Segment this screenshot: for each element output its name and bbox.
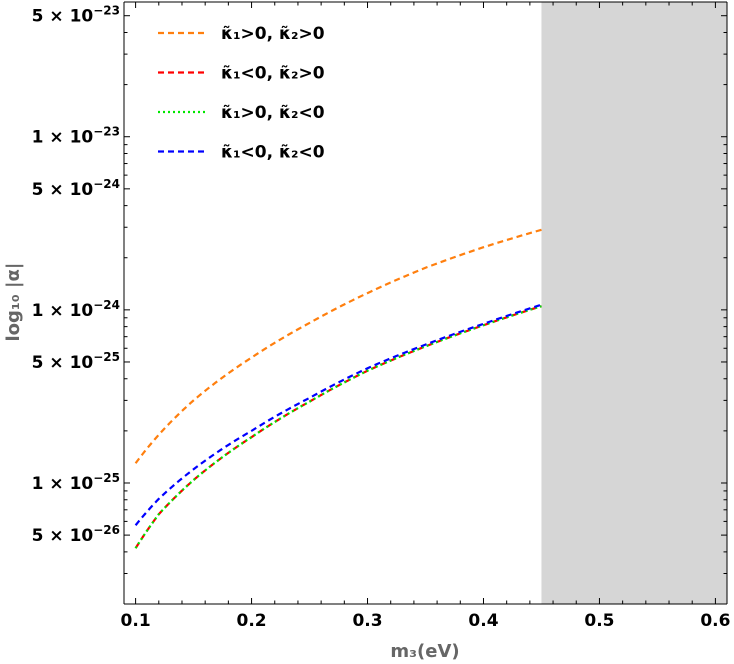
shaded-excluded-region bbox=[541, 2, 727, 604]
series-line-3 bbox=[134, 305, 542, 549]
x-tick-label: 0.2 bbox=[236, 611, 266, 631]
x-tick-label: 0.6 bbox=[700, 611, 730, 631]
y-tick-label: 1 × 10−25 bbox=[32, 471, 120, 494]
series-line-1 bbox=[134, 228, 542, 464]
y-tick-label: 5 × 10−23 bbox=[32, 4, 120, 27]
series-lines bbox=[134, 228, 542, 549]
legend-label-4: κ̃₁<0, κ̃₂<0 bbox=[221, 143, 325, 163]
x-tick-label: 0.5 bbox=[584, 611, 614, 631]
series-line-4 bbox=[134, 303, 542, 526]
y-axis-ticks: 5 × 10−26 1 × 10−25 5 × 10−25 1 × 10−24 5 × … bbox=[32, 1, 727, 605]
plot-frame bbox=[123, 1, 728, 605]
y-tick-label: 5 × 10−26 bbox=[32, 523, 120, 546]
x-tick-label: 0.1 bbox=[121, 611, 151, 631]
series-line-2 bbox=[134, 305, 542, 549]
y-axis-title: log₁₀ |α| bbox=[3, 263, 24, 342]
x-tick-label: 0.3 bbox=[352, 611, 382, 631]
legend-label-2: κ̃₁<0, κ̃₂>0 bbox=[221, 64, 325, 84]
x-axis-ticks: 0.1 0.2 0.3 0.4 0.5 0.6 bbox=[121, 2, 730, 631]
legend: κ̃₁>0, κ̃₂>0 κ̃₁<0, κ̃₂>0 κ̃₁>0, κ̃₂<0 κ̃₁<… bbox=[158, 24, 325, 163]
y-tick-label: 1 × 10−24 bbox=[32, 298, 120, 321]
legend-label-1: κ̃₁>0, κ̃₂>0 bbox=[221, 24, 325, 44]
y-tick-label: 5 × 10−25 bbox=[32, 350, 120, 373]
x-axis-title: m₃(eV) bbox=[390, 641, 459, 662]
legend-label-3: κ̃₁>0, κ̃₂<0 bbox=[221, 103, 325, 123]
y-tick-label: 1 × 10−23 bbox=[32, 125, 120, 148]
shaded-region-rect bbox=[541, 2, 727, 604]
x-tick-label: 0.4 bbox=[468, 611, 498, 631]
y-tick-label: 5 × 10−24 bbox=[32, 177, 120, 200]
